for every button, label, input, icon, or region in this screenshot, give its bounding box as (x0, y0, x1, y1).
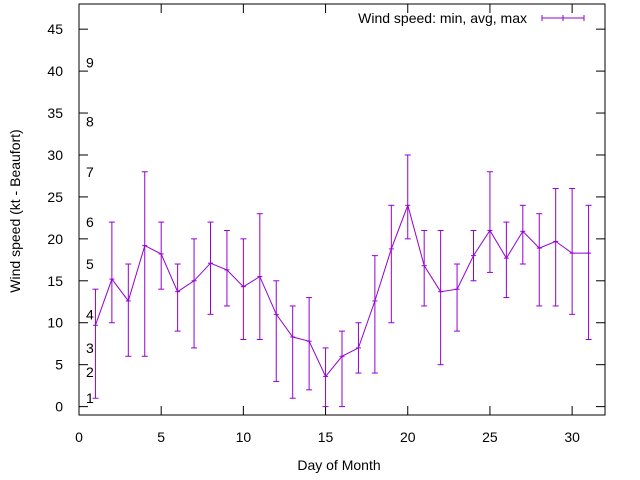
y-tick-label: 30 (47, 147, 63, 163)
beaufort-label: 2 (86, 364, 94, 380)
legend-sample (541, 15, 585, 21)
y-tick-label: 45 (47, 21, 63, 37)
y-tick-label: 25 (47, 189, 63, 205)
beaufort-label: 8 (86, 113, 94, 129)
x-axis-label: Day of Month (297, 457, 380, 473)
y-tick-label: 15 (47, 273, 63, 289)
x-tick-label: 30 (564, 429, 580, 445)
x-tick-label: 0 (75, 429, 83, 445)
y-tick-label: 10 (47, 315, 63, 331)
plot-frame (78, 3, 606, 416)
y-tick-label: 20 (47, 231, 63, 247)
legend-label: Wind speed: min, avg, max (358, 10, 527, 26)
x-axis-ticks: 0 5 10 15 20 25 30 (75, 4, 580, 445)
x-tick-label: 25 (482, 429, 498, 445)
legend: Wind speed: min, avg, max (358, 10, 585, 26)
beaufort-label: 9 (86, 55, 94, 71)
beaufort-label: 4 (86, 306, 94, 322)
x-tick-label: 5 (157, 429, 165, 445)
beaufort-label: 6 (86, 214, 94, 230)
beaufort-label: 1 (86, 390, 94, 406)
y-tick-label: 35 (47, 105, 63, 121)
y-axis-label: Wind speed (kt - Beaufort) (7, 129, 23, 292)
data-points (92, 204, 592, 377)
x-tick-label: 10 (236, 429, 252, 445)
beaufort-labels: 1 2 3 4 5 6 7 8 9 (86, 55, 94, 407)
beaufort-label: 5 (86, 256, 94, 272)
beaufort-label: 3 (86, 340, 94, 356)
y-tick-label: 0 (55, 399, 63, 415)
x-tick-label: 20 (400, 429, 416, 445)
y-tick-label: 40 (47, 63, 63, 79)
error-bars (92, 154, 592, 408)
y-tick-label: 5 (55, 357, 63, 373)
x-tick-label: 15 (318, 429, 334, 445)
plot-border (78, 3, 606, 416)
beaufort-label: 7 (86, 164, 94, 180)
